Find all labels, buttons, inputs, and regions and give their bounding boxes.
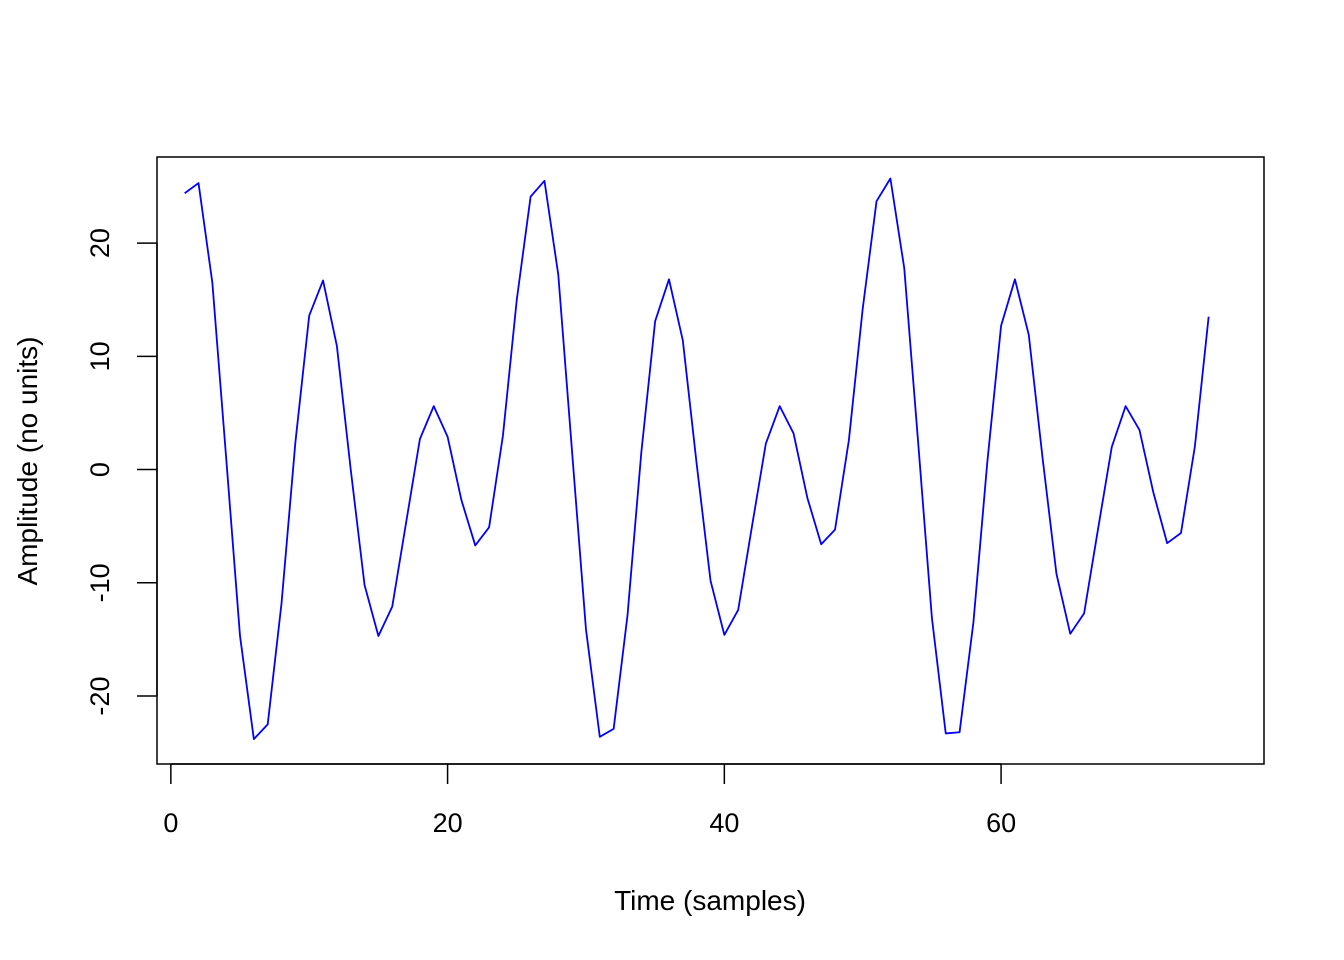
y-tick-label: 0 bbox=[85, 462, 115, 477]
series-layer bbox=[184, 177, 1210, 740]
x-tick-label: 60 bbox=[986, 808, 1016, 838]
x-tick-label: 0 bbox=[163, 808, 178, 838]
y-tick-label: 20 bbox=[85, 228, 115, 258]
y-axis-title: Amplitude (no units) bbox=[12, 336, 43, 585]
x-axis-title: Time (samples) bbox=[614, 885, 806, 916]
y-axis: -20 -10 0 10 20 bbox=[85, 228, 158, 716]
y-tick-label: 10 bbox=[85, 341, 115, 371]
y-tick-label: -10 bbox=[85, 563, 115, 602]
x-tick-label: 20 bbox=[433, 808, 463, 838]
x-tick-label: 40 bbox=[709, 808, 739, 838]
y-tick-label: -20 bbox=[85, 677, 115, 716]
x-axis: 0 20 40 60 bbox=[163, 763, 1016, 838]
plot-frame bbox=[156, 156, 1265, 765]
series-line bbox=[184, 177, 1210, 740]
